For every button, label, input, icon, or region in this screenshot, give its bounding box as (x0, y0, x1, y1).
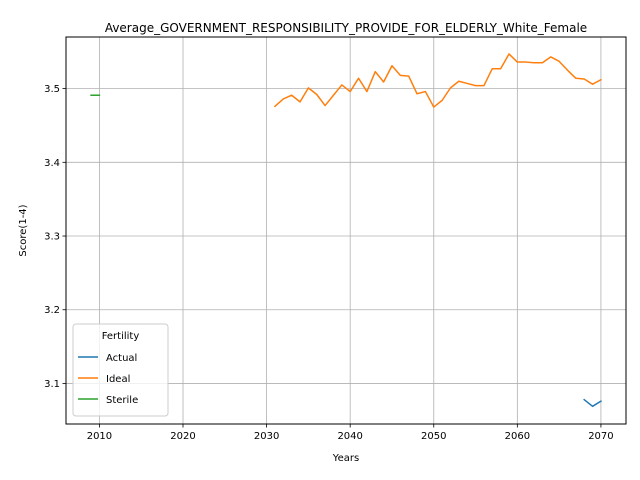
x-tick-label: 2010 (87, 431, 112, 442)
series-layer (90, 53, 602, 408)
legend-label-ideal: Ideal (106, 374, 130, 385)
y-tick-label: 3.1 (44, 379, 60, 390)
y-tick-label: 3.4 (44, 158, 60, 169)
series-line-actual (583, 398, 602, 408)
y-tick-label: 3.3 (44, 232, 60, 243)
y-axis-label: Score(1-4) (18, 204, 29, 256)
legend-label-actual: Actual (106, 353, 137, 364)
axes-frame (65, 36, 627, 425)
y-tick-label: 3.5 (44, 84, 60, 95)
x-axis-label: Years (332, 453, 359, 464)
x-tick-label: 2020 (170, 431, 195, 442)
legend-items: Actual Ideal Sterile (78, 353, 138, 406)
x-tick-label: 2040 (337, 431, 362, 442)
series-line-ideal (273, 53, 602, 108)
x-axis: 2010 2020 2030 2040 2050 2060 2070 (87, 424, 614, 442)
x-tick-label: 2030 (254, 431, 279, 442)
x-tick-label: 2060 (505, 431, 530, 442)
y-axis: 3.1 3.2 3.3 3.4 3.5 (44, 84, 66, 390)
legend-label-sterile: Sterile (106, 395, 138, 406)
legend-title: Fertility (102, 331, 140, 342)
y-tick-label: 3.2 (44, 305, 60, 316)
legend: Fertility Actual Ideal Sterile (72, 323, 169, 417)
x-tick-label: 2070 (588, 431, 613, 442)
x-tick-label: 2050 (421, 431, 446, 442)
legend-box (72, 323, 169, 417)
chart-title: Average_GOVERNMENT_RESPONSIBILITY_PROVID… (105, 21, 587, 35)
